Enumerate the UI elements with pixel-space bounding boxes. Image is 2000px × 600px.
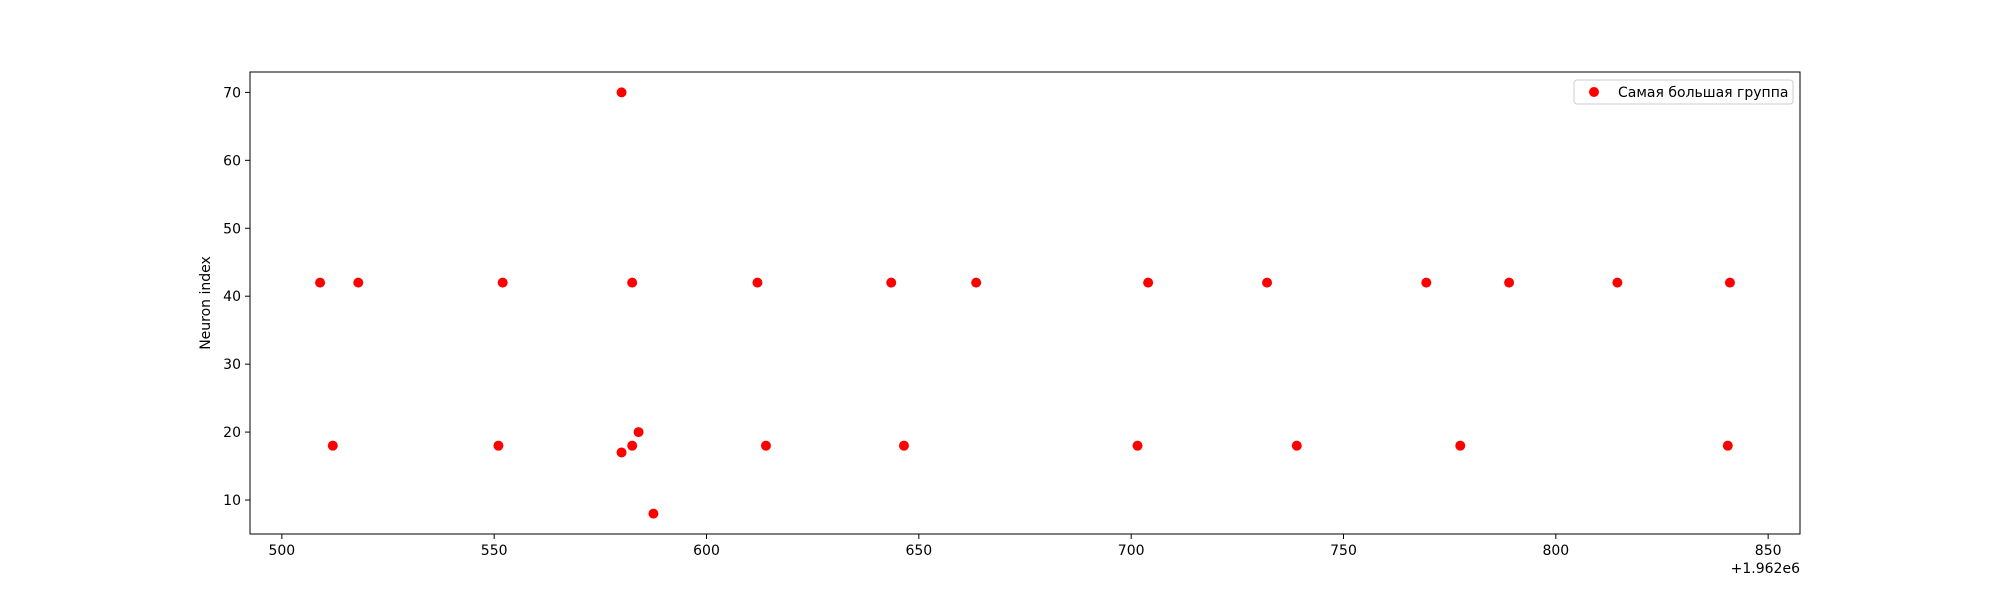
data-point (633, 427, 644, 438)
y-axis: 10 20 30 40 50 60 70 (223, 85, 250, 509)
data-point (616, 87, 627, 98)
x-tick-label: 800 (1542, 543, 1569, 559)
y-tick-label: 60 (223, 153, 241, 169)
data-point (1612, 277, 1623, 288)
x-axis: 500 550 600 650 700 750 800 850 (268, 534, 1782, 559)
y-tick-label: 20 (223, 425, 241, 441)
x-axis-offset-label: +1.962e6 (1731, 561, 1800, 577)
data-point (1132, 440, 1143, 451)
data-point (898, 440, 909, 451)
data-points (315, 87, 1735, 519)
x-tick-label: 700 (1118, 543, 1145, 559)
data-point (1455, 440, 1466, 451)
y-tick-label: 10 (223, 493, 241, 509)
x-tick-label: 650 (905, 543, 932, 559)
data-point (627, 440, 638, 451)
data-point (1262, 277, 1273, 288)
legend: Самая большая группа (1573, 79, 1794, 105)
legend-box (1573, 79, 1794, 105)
y-tick-label: 70 (223, 85, 241, 101)
data-point (1722, 440, 1733, 451)
data-point (616, 447, 627, 458)
data-point (497, 277, 508, 288)
x-tick-label: 600 (693, 543, 720, 559)
data-point (353, 277, 364, 288)
data-point (1291, 440, 1302, 451)
data-point (627, 277, 638, 288)
data-point (1421, 277, 1432, 288)
x-tick-label: 850 (1755, 543, 1782, 559)
data-point (760, 440, 771, 451)
y-tick-label: 30 (223, 357, 241, 373)
x-tick-label: 550 (481, 543, 508, 559)
data-point (1724, 277, 1735, 288)
legend-marker (1589, 87, 1599, 97)
data-point (886, 277, 897, 288)
legend-label: Самая большая группа (1618, 85, 1788, 101)
data-point (752, 277, 763, 288)
data-point (493, 440, 504, 451)
data-point (1504, 277, 1515, 288)
y-tick-label: 40 (223, 289, 241, 305)
data-point (315, 277, 326, 288)
y-tick-label: 50 (223, 221, 241, 237)
data-point (1143, 277, 1154, 288)
data-point (327, 440, 338, 451)
plot-area (249, 71, 1801, 535)
x-tick-label: 500 (268, 543, 295, 559)
data-point (648, 508, 659, 519)
y-axis-label: Neuron index (198, 256, 214, 350)
x-tick-label: 750 (1330, 543, 1357, 559)
data-point (971, 277, 982, 288)
